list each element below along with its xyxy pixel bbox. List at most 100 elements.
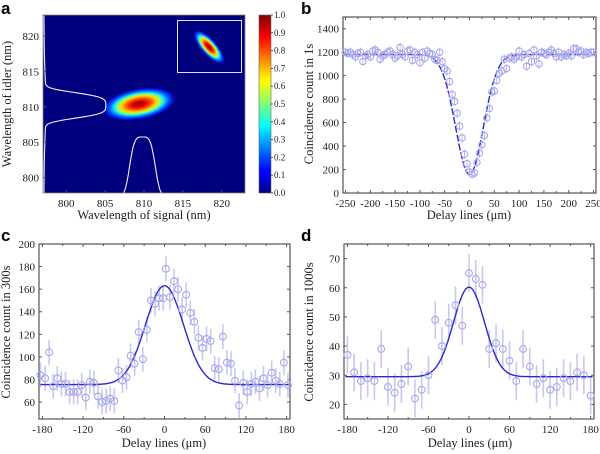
plot-frame-b bbox=[342, 16, 597, 194]
x-tick-label-c: 180 bbox=[278, 424, 295, 436]
x-tick-label-b: -150 bbox=[385, 198, 406, 210]
y-tick-label-a: 800 bbox=[23, 172, 40, 184]
colorbar-tick-label: 0.6 bbox=[274, 81, 286, 91]
inset bbox=[177, 20, 242, 73]
panel-label-b: b bbox=[301, 0, 311, 18]
colorbar bbox=[259, 15, 271, 193]
data-point bbox=[519, 345, 528, 353]
data-point bbox=[57, 380, 66, 388]
panel-c: c -180 -120 -60 0 60 120 180 60 80 100 120 140 160 18… bbox=[0, 226, 295, 450]
y-tick-label-b: 200 bbox=[323, 165, 340, 177]
data-point bbox=[566, 377, 575, 386]
data-point bbox=[106, 394, 115, 403]
data-point bbox=[186, 308, 195, 317]
y-tick-label-c: 80 bbox=[24, 374, 36, 386]
data-point bbox=[255, 384, 264, 393]
data-point bbox=[586, 391, 595, 400]
data-point bbox=[102, 396, 111, 405]
x-tick-label-d: 60 bbox=[504, 424, 516, 436]
y-tick-label-c: 60 bbox=[24, 397, 36, 409]
data-point bbox=[94, 392, 102, 401]
idler-marginal-curve bbox=[43, 15, 107, 193]
panel-label-d: d bbox=[301, 226, 311, 245]
data-point bbox=[465, 269, 473, 278]
data-point bbox=[438, 342, 446, 351]
data-point bbox=[73, 387, 82, 396]
y-axis-title-d: Coincidence count in 1000s bbox=[302, 262, 316, 401]
panel-b: b -250 -200 -150 -100 -50 0 50 100 150 200 250 0 200… bbox=[301, 0, 600, 222]
data-point bbox=[267, 368, 276, 377]
data-point bbox=[505, 356, 514, 365]
data-point bbox=[110, 396, 119, 405]
colorbar-tick-label: 0.5 bbox=[274, 99, 286, 109]
y-tick-label-c: 120 bbox=[19, 329, 36, 341]
data-point bbox=[69, 387, 78, 396]
x-tick-label-b: 250 bbox=[585, 198, 600, 210]
colorbar-tick-label: 0.9 bbox=[274, 28, 286, 38]
joint-spectrum-peak bbox=[101, 86, 177, 122]
y-tick-label-b: 1000 bbox=[317, 71, 340, 83]
y-tick-label-d: 30 bbox=[329, 370, 341, 382]
data-point bbox=[151, 299, 159, 308]
data-point bbox=[539, 374, 548, 383]
data-point bbox=[182, 290, 191, 299]
data-point bbox=[451, 301, 460, 310]
data-point bbox=[231, 376, 240, 385]
x-tick-label-b: -100 bbox=[410, 198, 431, 210]
y-tick-label-d: 40 bbox=[329, 341, 341, 353]
data-point bbox=[142, 325, 151, 334]
data-point bbox=[356, 377, 365, 386]
y-tick-label-d: 50 bbox=[329, 312, 341, 324]
data-point bbox=[235, 401, 244, 410]
y-tick-label-b: 1400 bbox=[317, 24, 340, 36]
data-point bbox=[343, 350, 352, 359]
x-tick-label-b: 150 bbox=[536, 198, 553, 210]
fit-curve-c bbox=[40, 285, 289, 386]
data-point bbox=[247, 380, 256, 388]
data-point bbox=[85, 377, 94, 386]
data-point bbox=[458, 321, 467, 330]
x-tick-label-b: -50 bbox=[437, 198, 452, 210]
data-point bbox=[424, 371, 433, 380]
data-point bbox=[512, 377, 521, 386]
data-point bbox=[284, 381, 292, 390]
data-point bbox=[239, 378, 248, 387]
x-tick-label-a: 805 bbox=[97, 198, 114, 210]
signal-marginal-curve bbox=[122, 136, 163, 193]
data-point bbox=[431, 315, 440, 324]
data-point bbox=[546, 385, 555, 394]
colorbar-tick-label: 0.0 bbox=[274, 188, 286, 198]
data-point bbox=[227, 359, 235, 368]
y-tick-label-d: 60 bbox=[329, 283, 341, 295]
data-point bbox=[579, 371, 588, 380]
data-point bbox=[155, 294, 164, 303]
data-point bbox=[410, 394, 419, 403]
data-point bbox=[53, 374, 62, 383]
x-axis-title-c: Delay lines (μm) bbox=[122, 436, 206, 450]
data-point bbox=[383, 382, 392, 391]
y-tick-label-d: 70 bbox=[329, 254, 341, 266]
data-point bbox=[134, 328, 143, 337]
x-tick-label-c: 120 bbox=[238, 424, 255, 436]
x-tick-label-c: -180 bbox=[32, 424, 53, 436]
data-point bbox=[275, 380, 284, 388]
data-point bbox=[161, 264, 170, 273]
inset-frame bbox=[177, 20, 242, 73]
data-point bbox=[81, 393, 90, 402]
panel-d: d -180 -120 -60 0 60 120 180 20 30 40 50 60 70 Delay… bbox=[301, 226, 599, 450]
y-tick-label-b: 400 bbox=[323, 141, 340, 153]
data-point bbox=[130, 359, 139, 368]
data-point bbox=[178, 305, 187, 314]
x-tick-label-b: 50 bbox=[489, 198, 501, 210]
x-tick-label-c: -120 bbox=[73, 424, 94, 436]
y-tick-label-a: 815 bbox=[23, 67, 40, 79]
x-axis-title-b: Delay lines (μm) bbox=[427, 208, 511, 222]
y-axis-title-b: Coincidence count in 1s bbox=[302, 44, 316, 165]
colorbar-tick-label: 0.3 bbox=[274, 135, 286, 145]
data-point bbox=[485, 345, 494, 353]
x-tick-label-d: 120 bbox=[542, 424, 559, 436]
y-tick-label-c: 160 bbox=[19, 284, 36, 296]
x-tick-label-d: 0 bbox=[466, 424, 472, 436]
data-point bbox=[559, 374, 568, 383]
